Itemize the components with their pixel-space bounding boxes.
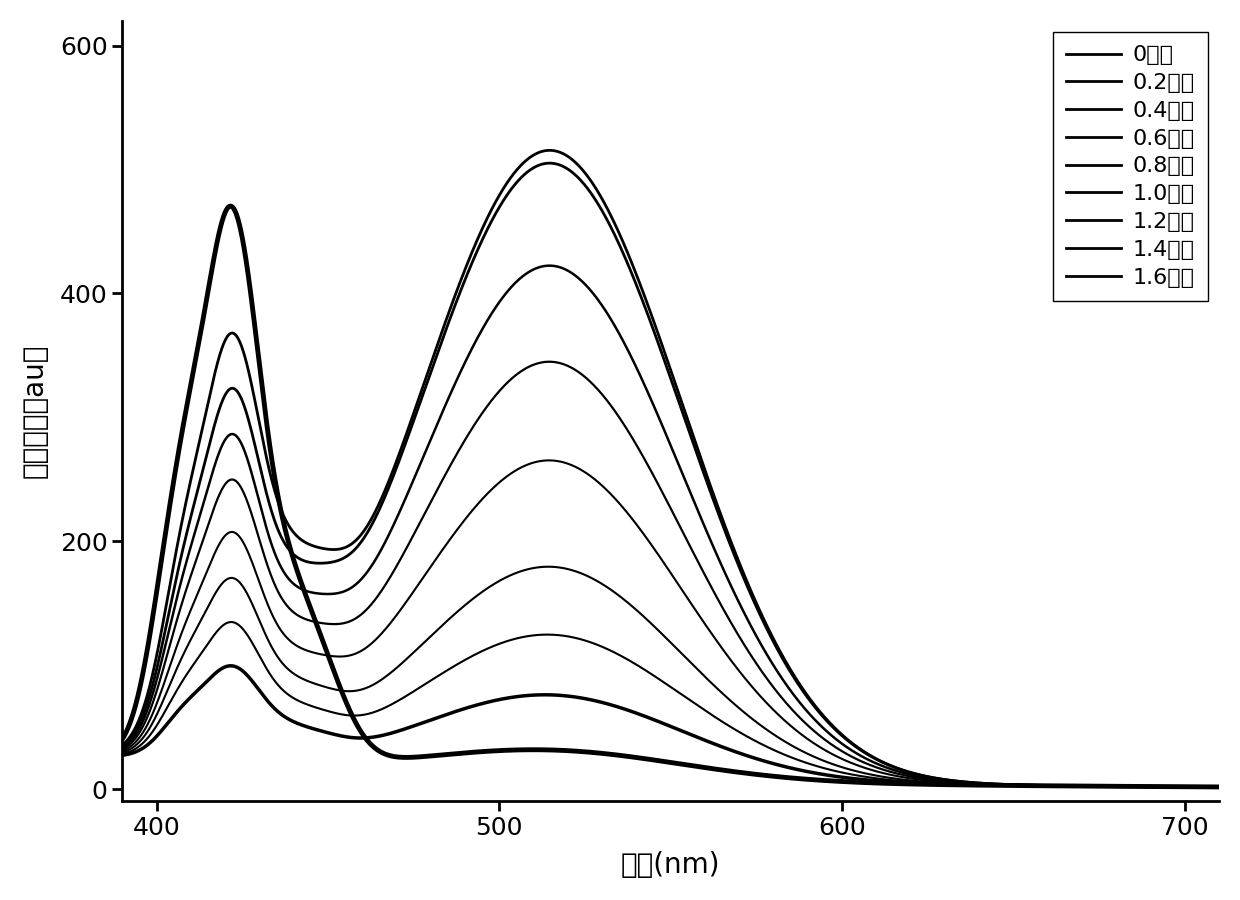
1.4当量	[223, 616, 238, 627]
0.8当量	[542, 356, 557, 367]
0.2当量	[1208, 781, 1223, 792]
1.6当量	[1229, 781, 1240, 792]
0.2当量	[542, 145, 557, 156]
0.6当量	[590, 294, 605, 305]
0.6当量	[1087, 780, 1102, 791]
0当量	[1087, 781, 1102, 792]
0当量	[542, 744, 557, 755]
1.4当量	[1229, 781, 1240, 792]
0当量	[590, 748, 605, 759]
1.2当量	[115, 747, 130, 758]
0.6当量	[115, 742, 130, 753]
0当量	[242, 281, 257, 292]
0.4当量	[1208, 781, 1223, 792]
1.2当量	[1229, 781, 1240, 792]
1.0当量	[242, 550, 257, 561]
0.2当量	[542, 145, 557, 156]
Line: 1.2当量: 1.2当量	[123, 567, 1236, 787]
0.8当量	[542, 356, 557, 367]
0.2当量	[115, 740, 130, 751]
0.4当量	[542, 158, 557, 168]
0.6当量	[308, 588, 322, 598]
Line: 1.4当量: 1.4当量	[123, 622, 1236, 787]
0.6当量	[542, 260, 557, 271]
1.0当量	[590, 477, 605, 488]
0.2当量	[590, 186, 605, 197]
0.8当量	[242, 502, 257, 513]
1.6当量	[542, 689, 557, 700]
1.2当量	[242, 592, 257, 603]
1.6当量	[242, 672, 257, 683]
0.4当量	[115, 742, 130, 752]
0.8当量	[1087, 780, 1102, 791]
0.4当量	[1087, 780, 1102, 791]
0.6当量	[1229, 781, 1240, 792]
1.0当量	[542, 455, 557, 466]
Y-axis label: 荧光强度（au）: 荧光强度（au）	[21, 344, 48, 478]
0.2当量	[242, 369, 257, 380]
0.4当量	[1229, 781, 1240, 792]
1.2当量	[542, 562, 557, 572]
Legend: 0当量, 0.2当量, 0.4当量, 0.6当量, 0.8当量, 1.0当量, 1.2当量, 1.4当量, 1.6当量: 0当量, 0.2当量, 0.4当量, 0.6当量, 0.8当量, 1.0当量, …	[1053, 32, 1208, 301]
1.2当量	[590, 576, 605, 587]
1.2当量	[308, 679, 322, 689]
1.4当量	[309, 702, 324, 713]
0.2当量	[1229, 781, 1240, 792]
1.6当量	[309, 724, 324, 734]
0.8当量	[1229, 781, 1240, 792]
0.8当量	[1208, 781, 1223, 792]
0.6当量	[242, 460, 257, 471]
0当量	[309, 616, 324, 627]
1.6当量	[115, 750, 130, 760]
0.4当量	[542, 158, 557, 168]
0.4当量	[308, 558, 322, 569]
1.0当量	[1208, 781, 1223, 792]
Line: 0.8当量: 0.8当量	[123, 362, 1236, 787]
0当量	[1208, 781, 1223, 792]
X-axis label: 波长(nm): 波长(nm)	[621, 851, 720, 879]
1.4当量	[115, 749, 130, 760]
0当量	[1229, 781, 1240, 792]
1.6当量	[1087, 781, 1102, 792]
1.6当量	[1208, 781, 1223, 792]
0.6当量	[542, 260, 557, 271]
1.2当量	[1208, 781, 1223, 792]
1.6当量	[590, 696, 605, 706]
0.8当量	[115, 744, 130, 755]
Line: 0当量: 0当量	[123, 206, 1236, 787]
0.4当量	[590, 199, 605, 210]
Line: 1.6当量: 1.6当量	[123, 666, 1236, 787]
1.2当量	[541, 562, 556, 572]
1.2当量	[1087, 780, 1102, 791]
1.4当量	[1087, 781, 1102, 792]
1.4当量	[1208, 781, 1223, 792]
Line: 1.0当量: 1.0当量	[123, 461, 1236, 787]
0.8当量	[590, 384, 605, 395]
1.4当量	[542, 629, 557, 640]
1.6当量	[223, 661, 238, 671]
Line: 0.4当量: 0.4当量	[123, 163, 1236, 787]
1.0当量	[115, 746, 130, 757]
Line: 0.6当量: 0.6当量	[123, 266, 1236, 787]
0当量	[115, 734, 130, 744]
0.4当量	[242, 418, 257, 428]
0.2当量	[308, 541, 322, 552]
0.8当量	[308, 616, 322, 627]
1.4当量	[242, 634, 257, 644]
1.0当量	[1087, 780, 1102, 791]
1.0当量	[308, 648, 322, 659]
0当量	[223, 201, 238, 212]
1.4当量	[590, 640, 605, 651]
1.0当量	[1229, 781, 1240, 792]
Line: 0.2当量: 0.2当量	[123, 150, 1236, 787]
0.6当量	[1208, 781, 1223, 792]
1.0当量	[542, 455, 557, 466]
0.2当量	[1087, 780, 1102, 791]
